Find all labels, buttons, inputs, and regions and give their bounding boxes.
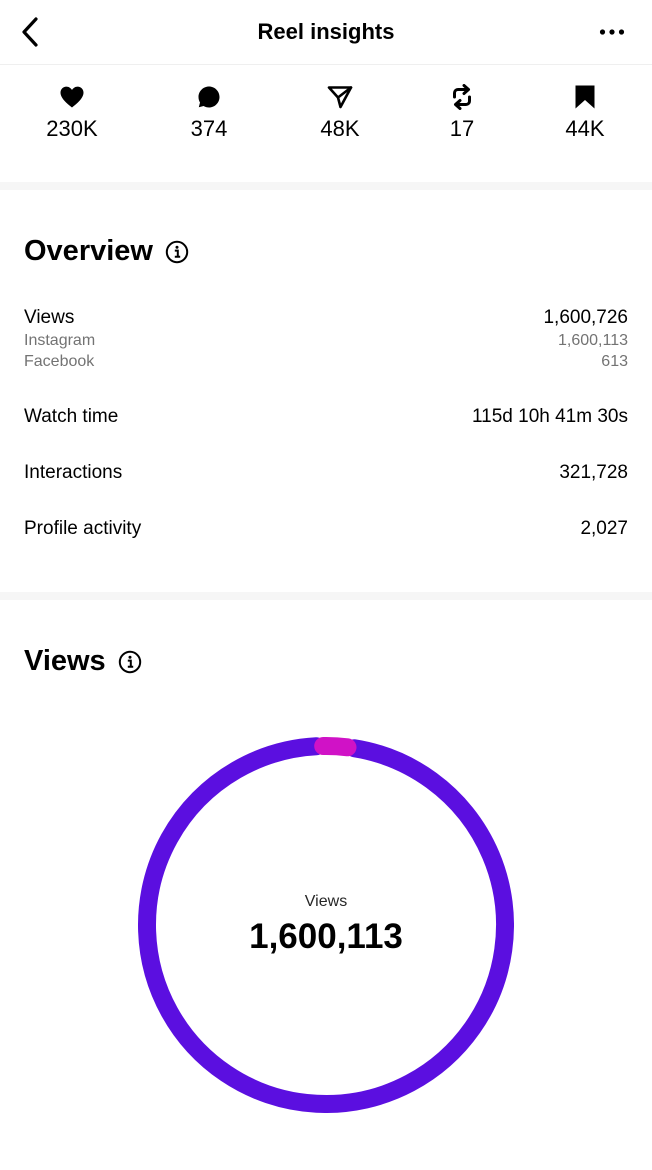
engagement-stats: 230K 374 48K 17 bbox=[0, 80, 652, 150]
interactions-row[interactable]: Interactions 321,728 bbox=[24, 462, 628, 484]
more-horizontal-icon bbox=[599, 29, 625, 35]
views-section-title: Views bbox=[24, 645, 142, 678]
more-options-button[interactable] bbox=[596, 18, 628, 46]
reposts-stat[interactable]: 17 bbox=[412, 80, 512, 142]
likes-count: 230K bbox=[46, 116, 98, 141]
comments-count: 374 bbox=[190, 116, 228, 141]
views-row[interactable]: Views 1,600,726 bbox=[24, 307, 628, 329]
donut-slice-facebook[interactable] bbox=[314, 737, 357, 757]
donut-slice-instagram[interactable] bbox=[138, 737, 514, 1113]
views-label: Views bbox=[24, 307, 75, 328]
comment-icon bbox=[198, 86, 220, 108]
profile-activity-row[interactable]: Profile activity 2,027 bbox=[24, 518, 628, 540]
overview-title: Overview bbox=[24, 235, 153, 267]
reposts-count: 17 bbox=[449, 116, 475, 141]
instagram-row: Instagram 1,600,113 bbox=[24, 332, 628, 350]
repost-icon bbox=[453, 84, 471, 110]
donut-center-value: 1,600,113 bbox=[249, 917, 403, 956]
instagram-value: 1,600,113 bbox=[558, 332, 628, 349]
donut-center: Views 1,600,113 bbox=[138, 737, 514, 1113]
facebook-value: 613 bbox=[601, 353, 628, 370]
watch-time-value: 115d 10h 41m 30s bbox=[472, 406, 628, 427]
overview-info-button[interactable] bbox=[165, 240, 189, 264]
shares-stat[interactable]: 48K bbox=[290, 80, 390, 142]
shares-count: 48K bbox=[320, 116, 360, 141]
profile-activity-value: 2,027 bbox=[580, 518, 628, 539]
comments-stat[interactable]: 374 bbox=[159, 80, 259, 142]
watch-time-label: Watch time bbox=[24, 406, 119, 427]
page-title: Reel insights bbox=[257, 19, 395, 44]
profile-activity-label: Profile activity bbox=[24, 518, 142, 539]
interactions-value: 321,728 bbox=[559, 462, 628, 483]
info-icon bbox=[165, 240, 189, 263]
views-title: Views bbox=[24, 645, 106, 677]
section-divider bbox=[0, 592, 652, 600]
top-bar: Reel insights bbox=[0, 0, 652, 65]
watch-time-row[interactable]: Watch time 115d 10h 41m 30s bbox=[24, 406, 628, 428]
share-icon bbox=[327, 86, 353, 109]
overview-section-title: Overview bbox=[24, 235, 189, 268]
facebook-label: Facebook bbox=[24, 353, 95, 370]
back-button[interactable] bbox=[14, 14, 46, 50]
saves-count: 44K bbox=[565, 116, 605, 141]
info-icon bbox=[118, 650, 141, 673]
heart-icon bbox=[60, 86, 84, 108]
saves-stat[interactable]: 44K bbox=[535, 80, 635, 142]
views-value: 1,600,726 bbox=[543, 307, 628, 328]
donut-svg bbox=[138, 737, 514, 1113]
likes-stat[interactable]: 230K bbox=[22, 80, 122, 142]
donut-center-label: Views bbox=[304, 893, 348, 910]
facebook-row: Facebook 613 bbox=[24, 353, 628, 371]
section-divider bbox=[0, 182, 652, 190]
interactions-label: Interactions bbox=[24, 462, 123, 483]
views-info-button[interactable] bbox=[118, 650, 142, 674]
views-donut-chart[interactable]: Views 1,600,113 bbox=[138, 737, 514, 1113]
instagram-label: Instagram bbox=[24, 332, 96, 349]
bookmark-icon bbox=[575, 85, 595, 109]
chevron-left-icon bbox=[22, 17, 38, 47]
